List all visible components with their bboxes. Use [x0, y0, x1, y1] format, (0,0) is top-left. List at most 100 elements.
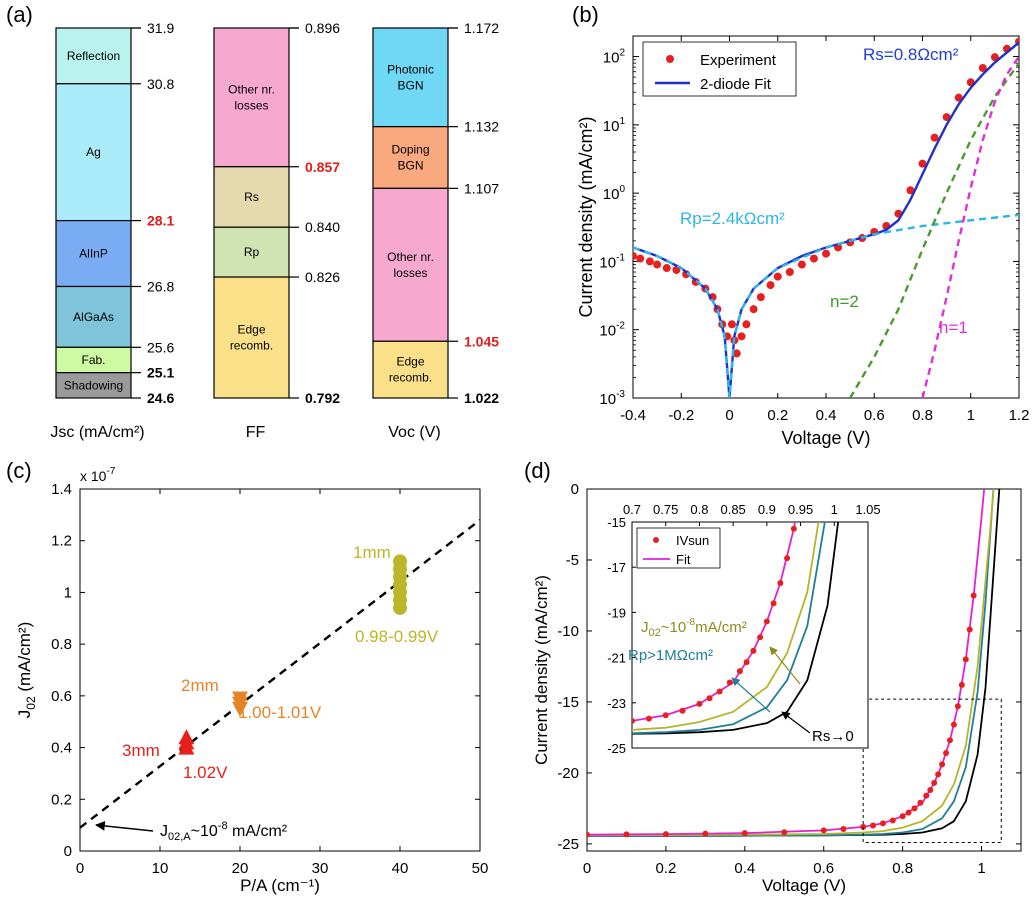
tick-label: 1.022 [464, 390, 499, 406]
annotation: Rs=0.8Ωcm² [863, 45, 959, 64]
inset-x-tick-label: 0.8 [690, 502, 708, 517]
data-point [911, 805, 918, 812]
segment-label: Shadowing [64, 378, 123, 392]
data-point [662, 264, 671, 273]
data-point [809, 254, 818, 263]
y-tick-label: 0 [64, 843, 72, 860]
plot-area [633, 37, 1019, 398]
data-point [232, 691, 248, 707]
y-tick-label: -5 [566, 552, 579, 569]
data-point [623, 831, 630, 838]
annotation-arrow [781, 711, 811, 734]
segment-label: Other nr. losses [228, 82, 275, 112]
panel-d: 0 0.2 0.4 0.6 0.8 1 0 -5 -10 -15 -20 -25 Voltage (V)… [532, 481, 1022, 895]
y-axis-label: J02 (mA/cm²) [15, 622, 38, 718]
waterfall-segment [213, 276, 290, 399]
segment-label: Reflection [67, 49, 120, 63]
data-point [756, 293, 765, 302]
inset-data-point [645, 715, 652, 722]
x-tick-label: 10 [152, 860, 169, 877]
y-tick-label: -20 [557, 765, 579, 782]
x-tick-label: 1.2 [1009, 407, 1030, 424]
waterfall-segment [213, 166, 290, 228]
data-point [958, 681, 965, 688]
y-tick-label: 10-3 [599, 389, 625, 408]
waterfall-segment [55, 372, 132, 399]
series-line [921, 55, 1019, 398]
group-label: 1.00-1.01V [238, 703, 322, 722]
tick-label: 25.1 [147, 365, 174, 381]
tick-label: 0.857 [305, 159, 340, 175]
data-point [633, 252, 637, 261]
segment-label: AlGaAs [73, 310, 114, 324]
inset-data-point [790, 525, 797, 532]
data-point [923, 792, 930, 799]
data-point [727, 320, 736, 329]
annotation: n=2 [830, 292, 859, 311]
group-label: 1.02V [183, 763, 228, 782]
y-multiplier: x 10-7 [80, 466, 116, 484]
data-point [742, 320, 751, 329]
waterfall-segment [55, 220, 132, 288]
inset-data-point [784, 555, 791, 562]
data-point [906, 186, 915, 195]
y-tick-label: 0.4 [51, 740, 72, 757]
data-point [917, 799, 924, 806]
y-tick-label: 0.6 [51, 688, 72, 705]
x-tick-label: 30 [312, 860, 329, 877]
inset-data-point [763, 618, 770, 625]
waterfall-segment [372, 126, 449, 189]
inset-data-point [679, 707, 686, 714]
waterfall-segment [372, 27, 449, 128]
inset-data-point [777, 580, 784, 587]
y-tick-label: -10 [557, 623, 579, 640]
y-tick-label: 0 [571, 481, 579, 498]
panel-label: (b) [572, 2, 599, 27]
x-tick-label: 1 [977, 860, 985, 877]
tick-label: 24.6 [147, 390, 174, 406]
waterfall-segment [372, 340, 449, 399]
data-point [653, 260, 662, 269]
panel-label: (d) [524, 458, 551, 483]
y-tick-label: 102 [603, 48, 626, 67]
y-tick-label: 10-2 [599, 321, 625, 340]
y-axis-label: Current density (mA/cm²) [576, 116, 596, 317]
data-point [860, 823, 867, 830]
data-point [935, 771, 942, 778]
data-point [797, 260, 806, 269]
annotation: n=1 [939, 318, 968, 337]
segment-label: Other nr. losses [387, 250, 434, 280]
tick-label: 0.840 [305, 219, 340, 235]
data-point [737, 332, 746, 341]
legend-marker [653, 537, 659, 543]
x-tick-label: 0.4 [734, 860, 755, 877]
data-point [970, 592, 977, 599]
data-point [393, 554, 407, 569]
inset-x-tick-label: 0.75 [653, 502, 678, 517]
data-point [918, 159, 927, 168]
x-tick-label: 20 [232, 860, 249, 877]
x-tick-label: 0.2 [767, 407, 788, 424]
x-axis-label: Voltage (V) [762, 876, 846, 895]
segment-label: Photonic BGN [387, 62, 434, 92]
data-point [931, 779, 938, 786]
y-axis-label: Current density (mA/cm²) [532, 575, 551, 765]
inset-series-line [632, 522, 826, 735]
x-axis-label: P/A (cm⁻¹) [240, 876, 320, 895]
y-tick-label: -25 [557, 836, 579, 853]
tick-label: 28.1 [147, 213, 174, 229]
panel-b: -0.4 -0.2 0 0.2 0.4 0.6 0.8 1 1.2 10-3 10-2 10-1 100… [576, 35, 1030, 448]
inset-data-point [726, 679, 733, 686]
y-tick-label: -15 [557, 694, 579, 711]
data-point [781, 829, 788, 836]
data-point [749, 305, 758, 314]
inset-x-tick-label: 0.7 [623, 502, 641, 517]
annotation: Rp=2.4kΩcm² [680, 209, 785, 228]
legend-entry: 2-diode Fit [700, 76, 772, 93]
annotation-arrow [769, 646, 801, 685]
x-tick-label: 50 [472, 860, 489, 877]
data-point [943, 750, 950, 757]
x-tick-label: 0.8 [912, 407, 933, 424]
inset-y-tick-label: -19 [607, 605, 626, 620]
tick-label: 26.8 [147, 278, 174, 294]
